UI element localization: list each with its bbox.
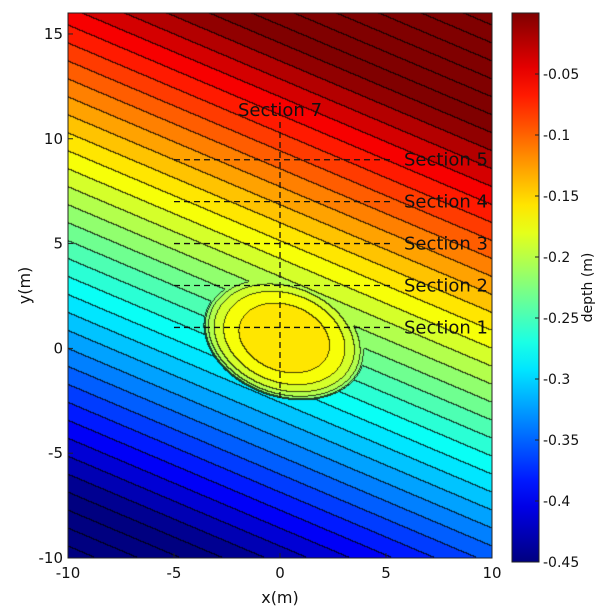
x-tick-label: -5 [167, 564, 182, 582]
colorbar-label: depth (m) [580, 253, 596, 323]
section-label: Section 2 [404, 276, 488, 297]
colorbar-gradient [511, 12, 540, 563]
section-label: Section 7 [238, 100, 322, 121]
colorbar-tick-label: -0.1 [543, 128, 570, 144]
colorbar-tick-label: -0.4 [543, 494, 570, 510]
y-tick-label: 0 [53, 339, 63, 357]
colorbar-tick-label: -0.3 [543, 372, 570, 388]
section-label: Section 3 [404, 234, 488, 255]
colorbar-tick-label: -0.15 [543, 189, 579, 205]
section-label: Section 1 [404, 317, 488, 338]
y-tick-label: -10 [39, 549, 64, 567]
colorbar-tick-label: -0.35 [543, 433, 579, 449]
colorbar-tick-label: -0.25 [543, 311, 579, 327]
section-overlay: Section 1 Section 2 Section 3 Section 4 Sect… [174, 100, 488, 401]
y-tick-label: 15 [44, 25, 63, 43]
y-tick-label: -5 [48, 444, 63, 462]
y-tick-label: 5 [53, 235, 63, 253]
colorbar-tick-label: -0.45 [543, 555, 579, 571]
section-label: Section 4 [404, 192, 488, 213]
section-label: Section 5 [404, 150, 488, 171]
x-tick-label: 0 [275, 564, 285, 582]
colorbar: -0.45 -0.4 -0.35 -0.3 -0.25 -0.2 -0.15 -0.1 -0.0… [511, 12, 596, 571]
y-tick-label: 10 [44, 130, 63, 148]
y-axis-label: y(m) [15, 267, 34, 305]
x-tick-label: 10 [482, 564, 501, 582]
axes: -10 -5 0 5 10 -10 -5 0 5 10 15 x(m) y(m) [15, 12, 502, 607]
colorbar-tick-label: -0.2 [543, 250, 570, 266]
x-tick-label: -10 [56, 564, 81, 582]
x-axis-label: x(m) [261, 588, 299, 607]
colorbar-tick-label: -0.05 [543, 67, 579, 83]
x-tick-label: 5 [381, 564, 391, 582]
